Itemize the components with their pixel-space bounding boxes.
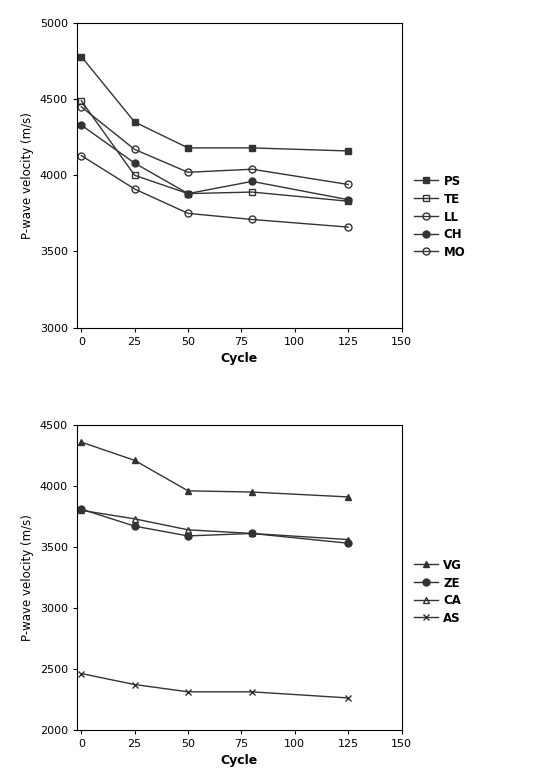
VG bbox=[78, 438, 85, 447]
AS bbox=[131, 680, 138, 689]
ZE bbox=[185, 531, 191, 541]
MO bbox=[78, 151, 85, 161]
LL bbox=[78, 102, 85, 111]
PS bbox=[131, 118, 138, 127]
CH bbox=[345, 195, 351, 204]
MO bbox=[249, 215, 255, 224]
Y-axis label: P-wave velocity (m/s): P-wave velocity (m/s) bbox=[21, 514, 34, 641]
PS bbox=[345, 147, 351, 156]
ZE bbox=[131, 521, 138, 531]
Line: AS: AS bbox=[78, 670, 351, 701]
Line: TE: TE bbox=[78, 98, 351, 205]
ZE bbox=[345, 538, 351, 548]
ZE bbox=[78, 505, 85, 514]
Line: CA: CA bbox=[78, 507, 351, 543]
CH bbox=[131, 158, 138, 167]
Legend: VG, ZE, CA, AS: VG, ZE, CA, AS bbox=[414, 559, 463, 625]
VG bbox=[185, 486, 191, 495]
CA bbox=[131, 515, 138, 524]
TE bbox=[78, 96, 85, 105]
Line: MO: MO bbox=[78, 152, 351, 230]
TE bbox=[185, 189, 191, 198]
LL bbox=[131, 145, 138, 154]
MO bbox=[345, 223, 351, 232]
CH bbox=[249, 177, 255, 186]
LL bbox=[249, 164, 255, 174]
X-axis label: Cycle: Cycle bbox=[221, 754, 258, 767]
PS bbox=[249, 144, 255, 153]
AS bbox=[345, 694, 351, 703]
AS bbox=[78, 669, 85, 678]
Line: LL: LL bbox=[78, 104, 351, 188]
Line: CH: CH bbox=[78, 121, 351, 204]
CH bbox=[185, 189, 191, 198]
VG bbox=[345, 492, 351, 502]
VG bbox=[249, 488, 255, 497]
AS bbox=[185, 687, 191, 697]
ZE bbox=[249, 529, 255, 538]
PS bbox=[185, 144, 191, 153]
LL bbox=[345, 180, 351, 189]
TE bbox=[249, 187, 255, 197]
Line: VG: VG bbox=[78, 439, 351, 501]
VG bbox=[131, 455, 138, 465]
PS bbox=[78, 52, 85, 61]
TE bbox=[131, 170, 138, 180]
X-axis label: Cycle: Cycle bbox=[221, 353, 258, 365]
LL bbox=[185, 167, 191, 177]
Y-axis label: P-wave velocity (m/s): P-wave velocity (m/s) bbox=[21, 112, 34, 239]
Legend: PS, TE, LL, CH, MO: PS, TE, LL, CH, MO bbox=[414, 175, 465, 259]
CH bbox=[78, 121, 85, 130]
AS bbox=[249, 687, 255, 697]
MO bbox=[131, 184, 138, 194]
TE bbox=[345, 197, 351, 206]
CA bbox=[78, 505, 85, 515]
MO bbox=[185, 209, 191, 218]
CA bbox=[249, 529, 255, 538]
Line: ZE: ZE bbox=[78, 505, 351, 547]
CA bbox=[185, 525, 191, 535]
CA bbox=[345, 535, 351, 545]
Line: PS: PS bbox=[78, 53, 351, 154]
